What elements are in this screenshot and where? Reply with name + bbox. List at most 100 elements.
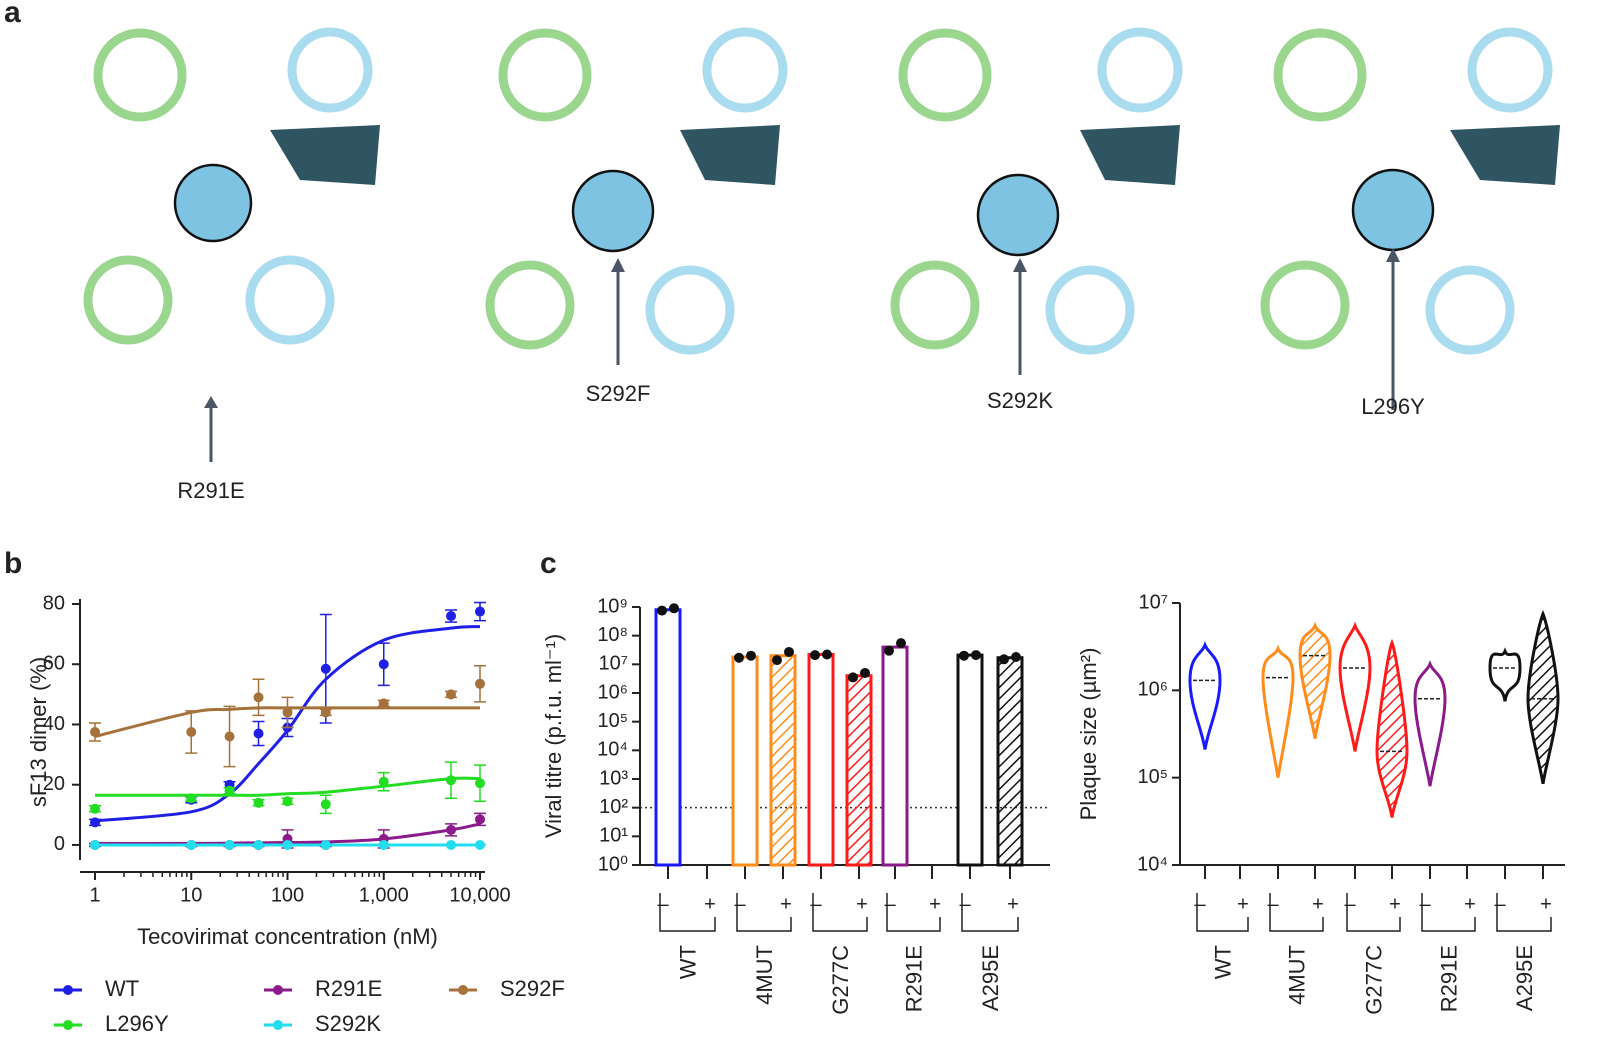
point: [446, 689, 457, 700]
point: [446, 824, 457, 835]
replicate-point: [896, 638, 906, 649]
bar: [996, 656, 1024, 867]
x-tick-label: –: [657, 893, 669, 915]
replicate-point: [810, 650, 820, 661]
x-tick-label: +: [1007, 893, 1019, 915]
y-tick-label: 80: [43, 592, 65, 614]
bracket: [659, 893, 716, 932]
bracket: [1496, 893, 1552, 932]
point: [320, 707, 331, 718]
category-label: G277C: [1361, 945, 1386, 1015]
fit-curve: [94, 776, 481, 797]
replicate-point: [848, 672, 858, 683]
mutation-label: L296Y: [1361, 394, 1425, 419]
bracket: [1196, 893, 1249, 932]
point: [378, 776, 389, 787]
point: [186, 839, 197, 850]
x-tick-label: +: [929, 893, 941, 915]
replicate-point: [959, 650, 969, 661]
replicate-point: [772, 655, 782, 666]
y-axis-label: Viral titre (p.f.u. ml⁻¹): [541, 634, 566, 838]
legend-dot: [273, 985, 283, 995]
point: [253, 839, 264, 850]
mutation-label: S292K: [987, 388, 1053, 413]
bar: [881, 645, 909, 867]
replicate-point: [999, 654, 1009, 665]
point: [282, 796, 293, 807]
legend-label: R291E: [315, 976, 382, 1001]
category-label: R291E: [901, 945, 926, 1012]
bar: [956, 653, 984, 867]
legend-dot: [63, 985, 73, 995]
y-tick-label: 10²: [599, 796, 628, 818]
point: [282, 839, 293, 850]
bracket: [812, 893, 868, 932]
y-tick-label: 10⁶: [598, 681, 628, 703]
panel-a-structures: [83, 27, 1560, 462]
point: [90, 803, 100, 814]
replicate-point: [657, 605, 667, 616]
mutation-label: R291E: [177, 478, 244, 503]
y-axis-label: Plaque size (µm²): [1076, 648, 1101, 821]
point: [224, 785, 235, 796]
replicate-point: [734, 652, 744, 663]
bar: [731, 655, 759, 867]
point: [253, 728, 264, 739]
point: [475, 678, 485, 689]
panel-letter: c: [540, 547, 557, 580]
bracket: [961, 893, 1019, 932]
x-tick-label: –: [1419, 893, 1431, 915]
violin-body: [1298, 621, 1332, 739]
bracket: [1346, 893, 1401, 932]
bracket: [1269, 893, 1324, 932]
panel-letter: a: [4, 0, 21, 29]
bar: [654, 608, 682, 867]
panel-letter: b: [4, 547, 22, 580]
y-tick-label: 10⁴: [597, 739, 628, 761]
point: [186, 793, 197, 804]
y-tick-label: 40: [43, 713, 65, 735]
violin-body: [1375, 638, 1409, 818]
x-tick-label: –: [1267, 893, 1279, 915]
point: [378, 839, 389, 850]
point: [446, 775, 457, 786]
replicate-point: [822, 649, 832, 660]
x-tick-label: +: [704, 893, 716, 915]
bracket: [886, 893, 941, 932]
x-tick-label: –: [884, 893, 896, 915]
y-tick-label: 0: [54, 833, 65, 855]
legend-dot: [63, 1020, 73, 1030]
x-tick-label: +: [1312, 893, 1324, 915]
bar: [769, 654, 797, 867]
y-tick-label: 10⁷: [1139, 591, 1168, 613]
legend-dot: [273, 1020, 283, 1030]
point: [253, 797, 264, 808]
point: [253, 692, 264, 703]
point: [186, 727, 197, 737]
x-tick-label: 100: [271, 884, 304, 906]
bar: [845, 674, 873, 867]
x-axis-label: Tecovirimat concentration (nM): [137, 924, 438, 949]
category-label: A295E: [978, 945, 1003, 1011]
y-axis-label: sF13 dimer (%): [26, 657, 51, 807]
x-tick-label: –: [1194, 893, 1206, 915]
point: [378, 698, 389, 709]
point: [475, 814, 485, 825]
y-tick-label: 10³: [599, 767, 628, 789]
point: [446, 839, 457, 850]
violin-body: [1413, 660, 1447, 787]
y-tick-label: 10⁵: [1137, 766, 1168, 788]
replicate-point: [784, 646, 794, 657]
x-tick-label: +: [780, 893, 792, 915]
x-tick-label: +: [856, 893, 868, 915]
legend-label: L296Y: [105, 1011, 169, 1036]
legend-label: S292K: [315, 1011, 381, 1036]
point: [90, 727, 100, 737]
violin-body: [1338, 621, 1372, 752]
mutation-label: S292F: [586, 381, 651, 406]
point: [475, 778, 485, 789]
x-tick-label: –: [810, 893, 822, 915]
point: [90, 817, 100, 828]
point: [446, 611, 457, 622]
